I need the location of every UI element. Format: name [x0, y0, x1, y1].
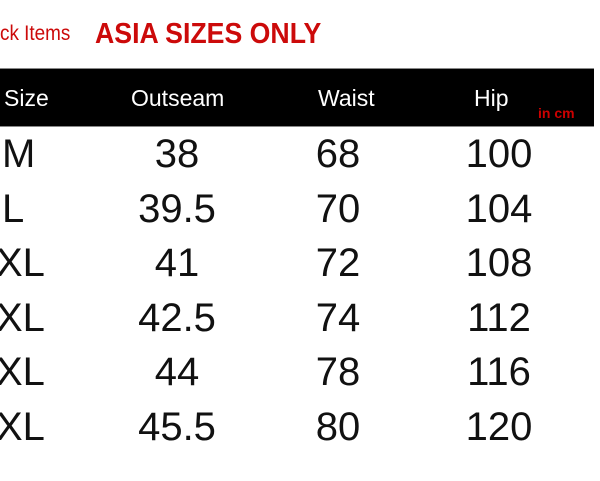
- header-outseam: Outseam: [131, 85, 225, 111]
- table-row: XL 45.5 80 120: [0, 405, 600, 459]
- cell-size: XL: [0, 350, 45, 394]
- cell-hip: 104: [465, 187, 533, 231]
- cell-outseam: 44: [154, 350, 200, 394]
- cell-hip: 108: [465, 241, 533, 285]
- table-row: L 39.5 70 104: [0, 187, 600, 241]
- title-prefix: ck Items: [0, 22, 71, 45]
- table-row: XL 42.5 74 112: [0, 296, 600, 350]
- cell-waist: 74: [315, 296, 361, 340]
- cell-size: XL: [0, 405, 45, 449]
- title-main: ASIA SIZES ONLY: [95, 18, 322, 50]
- cell-outseam: 38: [154, 132, 200, 176]
- cell-hip: 120: [465, 405, 533, 449]
- header-waist: Waist: [318, 85, 375, 111]
- header-hip: Hip: [474, 85, 509, 111]
- cell-hip: 116: [467, 350, 531, 394]
- table-header: Size Outseam Waist Hip in cm: [0, 68, 594, 127]
- cell-size: XL: [0, 296, 45, 340]
- cell-outseam: 39.5: [138, 187, 216, 231]
- cell-waist: 70: [315, 187, 361, 231]
- cell-hip: 100: [465, 132, 533, 176]
- table-row: XL 41 72 108: [0, 241, 600, 295]
- cell-waist: 78: [315, 350, 361, 394]
- cell-outseam: 45.5: [138, 405, 216, 449]
- cell-size: XL: [0, 241, 45, 285]
- cell-outseam: 41: [154, 241, 200, 285]
- header-size: Size: [4, 85, 49, 111]
- cell-size: M: [2, 132, 36, 176]
- table-row: M 38 68 100: [0, 132, 600, 186]
- unit-label: in cm: [538, 105, 575, 121]
- page-title: ck Items ASIA SIZES ONLY: [0, 18, 321, 50]
- cell-hip: 112: [467, 296, 531, 340]
- cell-waist: 68: [315, 132, 361, 176]
- cell-waist: 72: [315, 241, 361, 285]
- cell-outseam: 42.5: [138, 296, 216, 340]
- table-row: XL 44 78 116: [0, 350, 600, 404]
- cell-waist: 80: [315, 405, 361, 449]
- cell-size: L: [2, 187, 25, 231]
